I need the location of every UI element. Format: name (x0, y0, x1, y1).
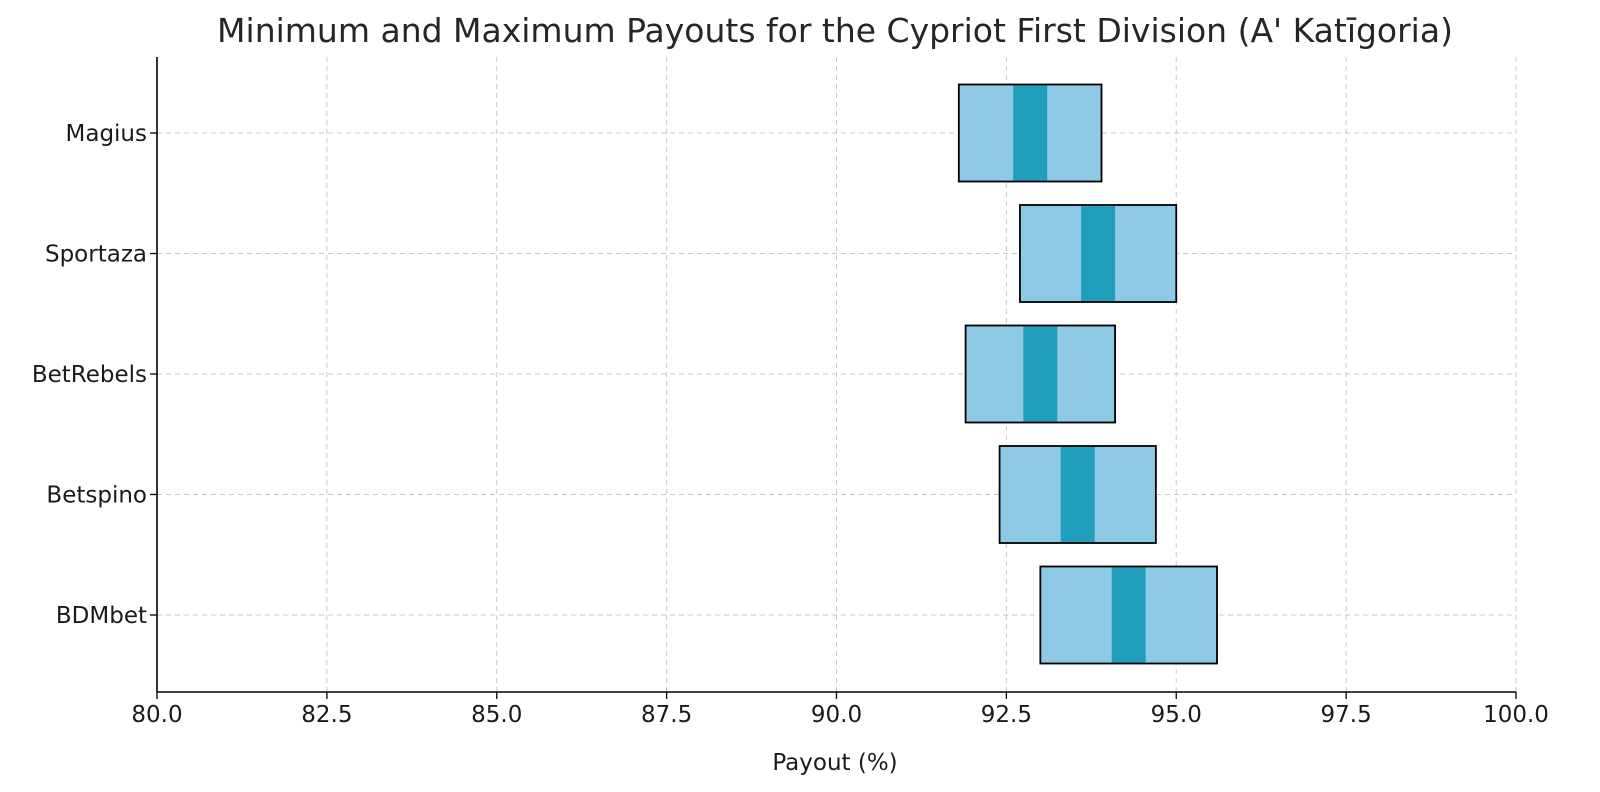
x-axis-label: Payout (%) (772, 750, 897, 776)
x-tick-label: 87.5 (641, 702, 692, 728)
y-tick-label: Magius (66, 121, 148, 147)
y-tick-label: BetRebels (32, 362, 147, 388)
x-tick-label: 97.5 (1321, 702, 1372, 728)
payout-midpoint-band (1111, 567, 1146, 663)
labels: 80.0 82.5 85.0 87.5 90.0 92.5 95.0 97.5 100.0 Mag… (32, 121, 1549, 728)
payout-midpoint-band (1081, 206, 1116, 301)
x-tick-label: 92.5 (981, 702, 1032, 728)
x-tick-label: 95.0 (1151, 702, 1202, 728)
y-tick-label: Betspino (46, 483, 147, 509)
x-tick-label: 100.0 (1483, 702, 1549, 728)
payout-midpoint-band (1023, 326, 1058, 422)
y-tick-label: Sportaza (45, 242, 147, 268)
x-tick-label: 80.0 (131, 702, 182, 728)
chart-title: Minimum and Maximum Payouts for the Cypr… (217, 11, 1453, 50)
y-tick-label: BDMbet (56, 603, 147, 629)
axes (150, 57, 1517, 699)
grid (156, 57, 1517, 692)
x-tick-label: 90.0 (811, 702, 862, 728)
x-tick-label: 85.0 (471, 702, 522, 728)
payout-midpoint-band (1060, 447, 1095, 542)
bars (957, 83, 1218, 665)
payout-midpoint-band (1013, 85, 1048, 181)
x-tick-label: 82.5 (301, 702, 352, 728)
